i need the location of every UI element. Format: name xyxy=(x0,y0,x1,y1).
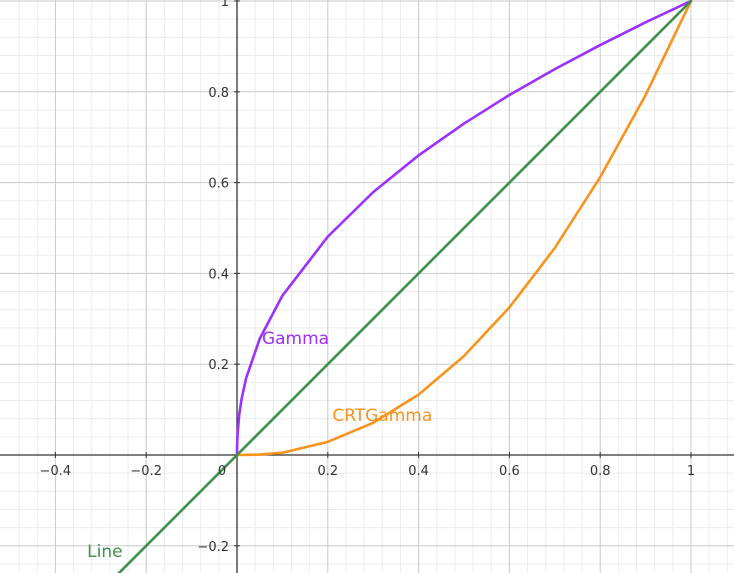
x-tick-label: −0.4 xyxy=(40,464,72,479)
y-tick-label: 0.4 xyxy=(208,267,229,282)
x-tick-label: 0.2 xyxy=(317,464,338,479)
curve-labels: Gamma CRTGamma Line xyxy=(87,329,432,562)
x-tick-label: −0.2 xyxy=(130,464,162,479)
y-tick-label: 1 xyxy=(221,0,229,10)
series-crtgamma-curve xyxy=(235,0,693,457)
y-tick-label: 0.8 xyxy=(208,86,229,101)
series-gamma-curve xyxy=(235,0,693,457)
x-tick-label: 1 xyxy=(687,464,695,479)
label-crtgamma: CRTGamma xyxy=(332,406,432,426)
y-tick-label: −0.2 xyxy=(197,540,229,555)
label-gamma: Gamma xyxy=(262,329,329,349)
x-tick-label: 0 xyxy=(218,464,226,479)
y-tick-label: 0.2 xyxy=(208,358,229,373)
series-line-curve xyxy=(117,0,693,573)
series-layer xyxy=(117,0,693,573)
x-tick-label: 0.4 xyxy=(408,464,429,479)
label-line: Line xyxy=(87,542,122,562)
tick-labels: −0.4 −0.2 0 0.2 0.4 0.6 0.8 1 −0.2 0.2 0.4 0.6 0.8 1 xyxy=(40,0,696,555)
x-tick-label: 0.6 xyxy=(499,464,520,479)
y-tick-label: 0.6 xyxy=(208,177,229,192)
x-tick-label: 0.8 xyxy=(590,464,611,479)
